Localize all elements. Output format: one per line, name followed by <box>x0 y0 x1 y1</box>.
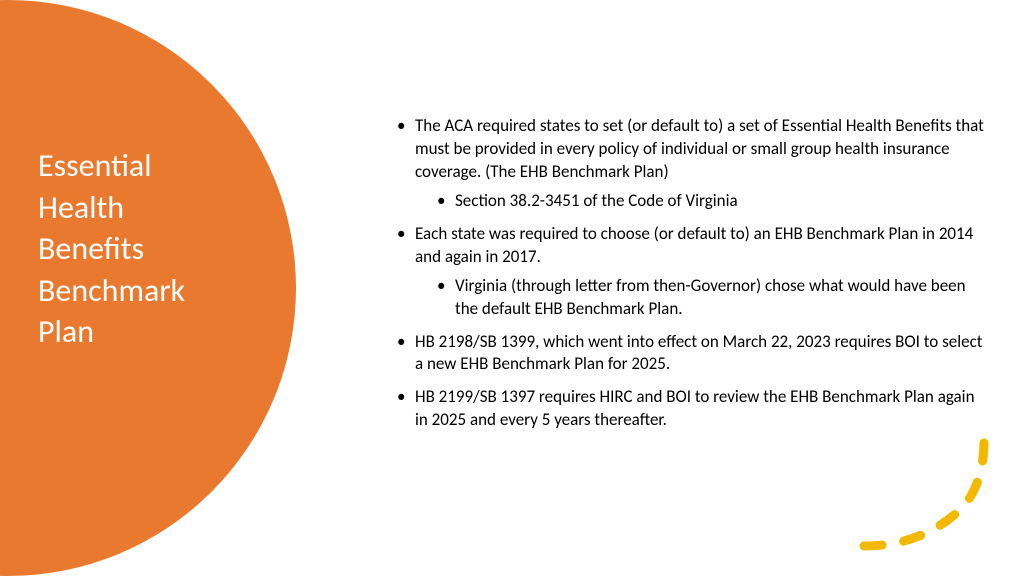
sub-bullet-text: Section 38.2-3451 of the Code of Virgini… <box>455 190 738 211</box>
content-area: The ACA required states to set (or defau… <box>395 115 985 442</box>
bullet-text: HB 2198/SB 1399, which went into effect … <box>415 331 982 375</box>
sub-bullet-text: Virginia (through letter from then-Gover… <box>455 275 966 319</box>
title-circle: Essential Health Benefits Benchmark Plan <box>0 0 296 576</box>
sub-bullet-item: Virginia (through letter from then-Gover… <box>415 275 985 321</box>
bullet-text: The ACA required states to set (or defau… <box>415 115 984 182</box>
bullet-item: HB 2198/SB 1399, which went into effect … <box>395 331 985 377</box>
bullet-item: Each state was required to choose (or de… <box>395 223 985 321</box>
bullet-item: The ACA required states to set (or defau… <box>395 115 985 213</box>
dashed-arc-decoration <box>844 421 994 551</box>
sub-bullet-item: Section 38.2-3451 of the Code of Virgini… <box>415 190 985 213</box>
bullet-list: The ACA required states to set (or defau… <box>395 115 985 432</box>
slide-title: Essential Health Benefits Benchmark Plan <box>38 145 185 353</box>
bullet-text: Each state was required to choose (or de… <box>415 223 973 267</box>
